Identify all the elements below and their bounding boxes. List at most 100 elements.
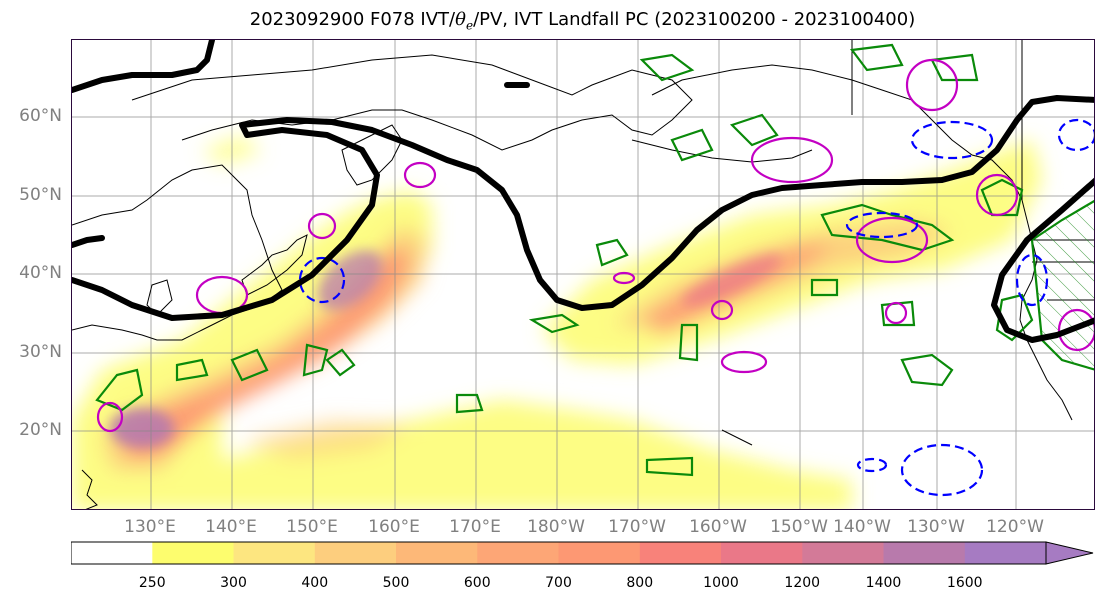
colorbar-tick-label: 500 <box>382 575 410 591</box>
colorbar-cell <box>233 542 316 564</box>
pv-contour <box>720 350 768 374</box>
pv-contour <box>710 299 734 321</box>
coast-korea <box>146 279 173 316</box>
lon-label-150w: 150°W <box>770 517 828 537</box>
colorbar-tick-label: 1600 <box>946 575 983 591</box>
pv-contour <box>855 216 929 264</box>
coast-hawaii <box>721 429 753 446</box>
coast-philippines <box>81 469 98 509</box>
ivt-colorbar <box>71 541 1094 565</box>
lon-label-170e: 170°E <box>449 517 501 537</box>
negative-pv-contour <box>856 457 888 473</box>
graticule <box>72 40 1094 509</box>
coast-siberia <box>131 54 693 151</box>
colorbar-cell <box>152 542 235 564</box>
colorbar-cell <box>71 542 153 564</box>
colorbar-tick-label: 400 <box>301 575 329 591</box>
colorbar-cell <box>721 542 803 564</box>
theta-e-contour <box>95 368 144 412</box>
pv-contour <box>750 136 834 184</box>
colorbar-tick-label: 700 <box>545 575 572 591</box>
colorbar-tick-label: 1400 <box>865 575 902 591</box>
pv-contour <box>884 301 908 325</box>
colorbar-tick-label: 250 <box>138 575 166 591</box>
coast-asia <box>72 164 283 341</box>
negative-pv-contour <box>900 443 984 497</box>
map-panel <box>71 39 1095 510</box>
theta-e-contour <box>930 53 979 82</box>
colorbar-cell <box>639 542 722 564</box>
pv-contour <box>975 173 1019 217</box>
theta-e-contour <box>670 128 714 162</box>
theta-e-contour <box>639 53 695 82</box>
lon-label-130w: 130°W <box>907 517 965 537</box>
landfall-pc-nw <box>72 40 215 93</box>
lat-label-30n: 30°N <box>19 342 62 362</box>
theta-e-contour <box>528 313 580 334</box>
theta-e-contour <box>820 203 955 252</box>
theta-e-contour <box>230 348 269 382</box>
lon-label-160e: 160°E <box>368 517 420 537</box>
theta-e-contour <box>325 348 356 377</box>
theta-e-contour <box>810 278 839 297</box>
colorbar-cell <box>477 542 560 564</box>
theta-e-contour <box>880 300 916 327</box>
colorbar-tick-label: 600 <box>463 575 491 591</box>
colorbar-cell <box>802 542 885 564</box>
negative-pv-contour <box>910 120 994 160</box>
lon-label-160w: 160°W <box>689 517 747 537</box>
negative-pv-contours <box>298 118 1094 497</box>
pv-contour <box>905 58 959 112</box>
theta-e-contour <box>995 293 1034 342</box>
theta-e-contour <box>595 238 629 267</box>
colorbar-tick-label: 300 <box>220 575 247 591</box>
theta-e-contour <box>302 343 329 377</box>
negative-pv-contour <box>845 211 919 239</box>
ivt-core-1400-north <box>317 250 383 310</box>
ivt-band-400-south <box>242 420 412 460</box>
colorbar-tick-label: 1000 <box>703 575 739 591</box>
coast-japan <box>241 234 308 296</box>
lon-label-170w: 170°W <box>608 517 666 537</box>
colorbar-tick-label: 1200 <box>784 575 821 591</box>
negative-pv-contour <box>1057 118 1094 152</box>
lon-label-120w: 120°W <box>986 517 1044 537</box>
map-svg <box>72 40 1094 509</box>
landfall-pc-main <box>72 95 1094 321</box>
colorbar-cell <box>314 542 397 564</box>
colorbar-cells <box>71 542 1047 564</box>
ivt-band-700 <box>122 245 412 460</box>
theta-e-contour <box>645 456 694 477</box>
coast-aleutians <box>631 139 813 163</box>
pv-contour <box>96 401 124 433</box>
lon-label-180w: 180°W <box>527 517 585 537</box>
theta-e-contour <box>900 353 954 387</box>
ivt-core-1400-south <box>110 408 174 448</box>
lon-label-140e: 140°E <box>205 517 257 537</box>
chart-title: 2023092900 F078 IVT/θe/PV, IVT Landfall … <box>249 9 916 33</box>
lat-label-40n: 40°N <box>19 263 62 283</box>
theta-e-contours <box>95 43 1094 477</box>
colorbar-tick-label: 800 <box>626 575 654 591</box>
lon-label-150e: 150°E <box>286 517 338 537</box>
negative-pv-contour <box>1015 253 1049 307</box>
colorbar-cell <box>883 542 966 564</box>
lat-label-60n: 60°N <box>19 106 62 126</box>
ivt-core-1000-central <box>681 254 783 306</box>
pv-contour <box>612 271 636 285</box>
colorbar-extend-arrow <box>1045 541 1094 565</box>
pv-contour <box>403 161 437 189</box>
landfall-pc-east-loop <box>991 177 1094 343</box>
landfall-pc-contour <box>72 40 1094 343</box>
coast-kamchatka <box>341 124 403 186</box>
negative-pv-contour <box>298 256 346 304</box>
pv-contours <box>96 58 1094 433</box>
theta-e-contour <box>175 358 209 382</box>
landfall-pc-nw2 <box>72 235 105 248</box>
pv-contour <box>1057 308 1094 352</box>
colorbar-cell <box>964 542 1047 564</box>
lat-label-50n: 50°N <box>19 185 62 205</box>
theta-e-contour <box>729 113 779 147</box>
lon-label-140w: 140°W <box>833 517 891 537</box>
theta-e-contour <box>980 178 1024 217</box>
